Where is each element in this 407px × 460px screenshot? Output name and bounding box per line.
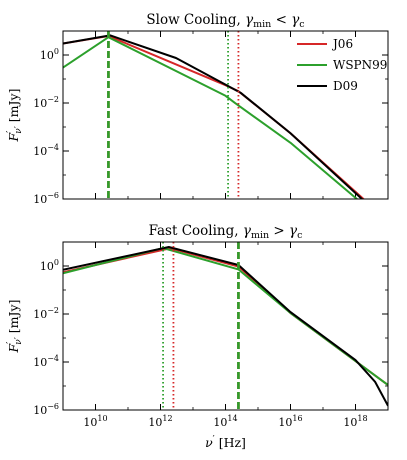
y-axis-label: F′ν′ [mJy] [6,300,24,354]
legend-label: J06 [331,37,353,51]
axes-frame [62,30,389,200]
legend-label: WSPN99 [333,58,387,72]
x-axis-label: ν′ [Hz] [205,435,246,450]
panel-title: Fast Cooling, γmin > γc [149,223,303,241]
series-line-wspn99 [63,36,359,199]
plot-area [63,31,365,199]
panel-1: Slow Cooling, γmin < γc 100 10−2 10−4 10−6 F′… [6,12,389,206]
axes-frame [62,241,389,411]
y-tick-label: 10−4 [33,354,59,369]
y-tick-label: 10−4 [33,143,59,158]
y-tick-label: 100 [40,258,59,273]
panel-title: Slow Cooling, γmin < γc [146,12,304,30]
y-tick-label: 100 [40,47,59,62]
plot-area [63,242,388,410]
series-line-d09 [63,245,388,407]
x-minor-ticks [62,30,389,200]
y-tick-label: 10−2 [33,306,59,321]
x-tick-label: 1014 [213,414,237,429]
series-line-wspn99 [63,247,388,386]
y-tick-label: 10−6 [33,191,59,206]
panel-2: Fast Cooling, γmin > γc 1010 1012 1014 1016 1… [6,223,389,450]
x-tick-label: 1016 [278,414,302,429]
y-tick-label: 10−6 [33,402,59,417]
legend-label: D09 [333,79,358,93]
x-tick-label: 1018 [343,414,367,429]
y-axis-label: F′ν′ [mJy] [6,89,24,143]
series-line-j06 [63,247,388,386]
y-tick-label: 10−2 [33,95,59,110]
x-tick-label: 1012 [148,414,172,429]
x-tick-label: 1010 [83,414,107,429]
legend: J06 WSPN99 D09 [297,37,387,93]
x-minor-ticks [62,241,389,411]
series-line-d09 [63,34,364,199]
